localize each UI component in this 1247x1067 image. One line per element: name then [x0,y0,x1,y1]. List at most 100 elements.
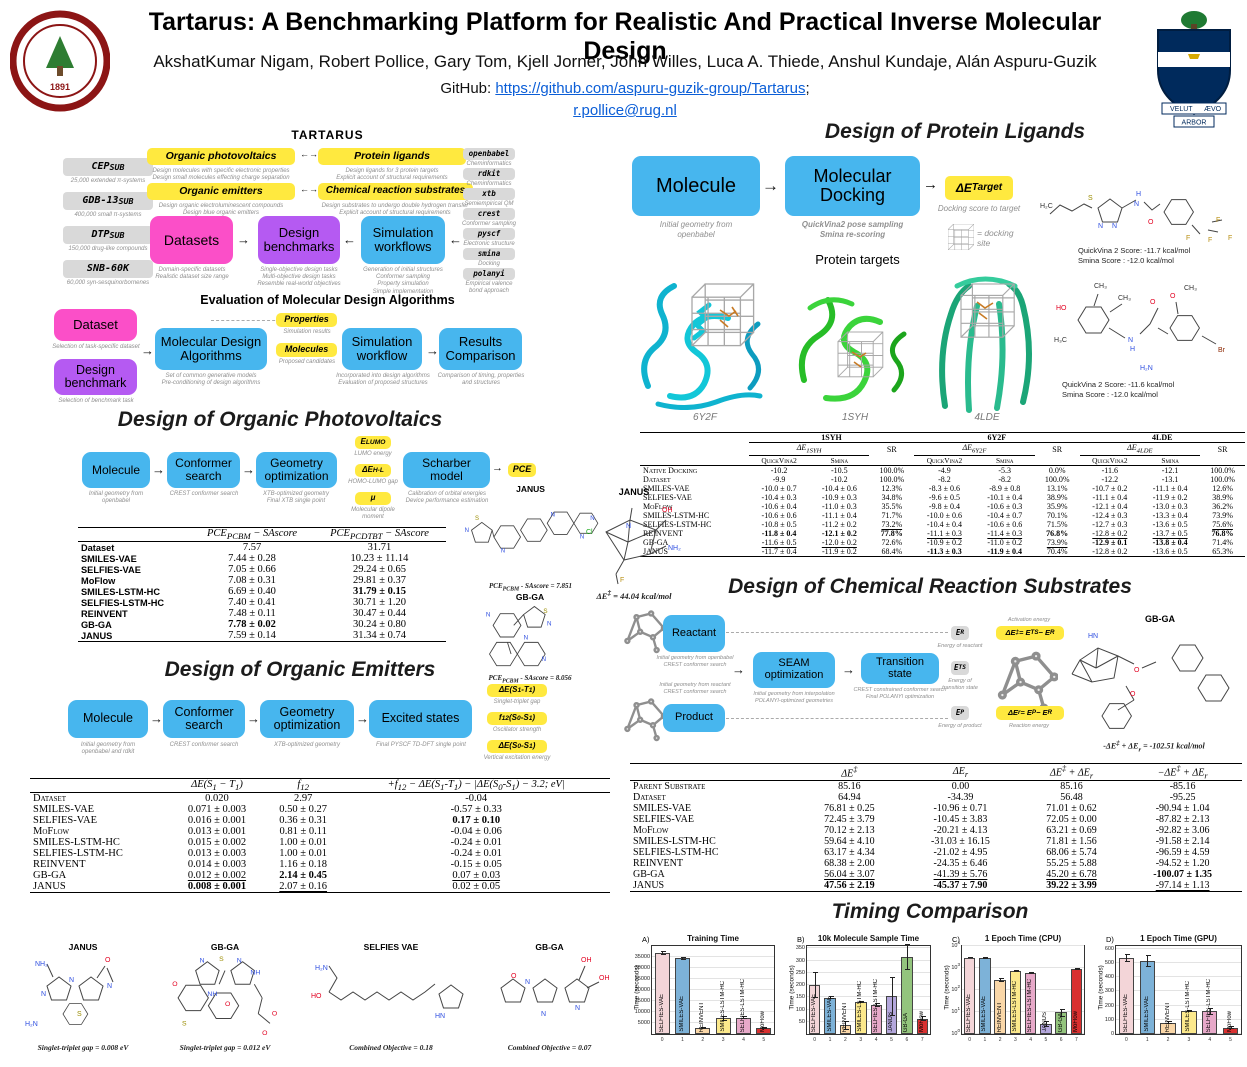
bar-group: GB-GA 6 [899,943,914,1043]
table-cell: -12.1 [1161,465,1179,475]
gridline [962,967,1084,968]
arrow-icon: → [426,343,439,358]
tool-caption: Cheminformatics [466,181,512,187]
dipole-caption: Molecular dipole moment [351,507,395,521]
benchmark-caption: Design ligands for 3 protein targets Expl… [336,168,448,182]
table-cell: 0.013 ± 0.003 [187,848,247,860]
svg-text:S: S [1088,195,1093,202]
table-cell: -10.45 ± 3.83 [933,814,988,826]
y-tick-label: 101 [951,1006,960,1015]
table-cell: 31.79 ± 0.15 [352,586,406,598]
svg-text:N: N [465,528,469,534]
svg-text:NH₂: NH₂ [668,545,681,552]
protein-6y2f-image [641,282,763,410]
table-cell: -9.6 ± 0.5 [928,492,960,502]
svg-text:O: O [1150,299,1156,306]
table-cell: -10.9 ± 0.3 [821,492,857,502]
svg-text:O: O [1170,293,1176,300]
design-benchmarks-caption: Single-objective design tasks Multi-objec… [257,267,341,288]
table-row: GB-GA 7.78 ± 0.02 30.24 ± 0.80 [78,619,446,630]
table-cell: 85.16 [1060,781,1083,793]
gridline [652,1000,774,1001]
protein-ligands-flow: Molecule Initial geometry from openbabel … [625,148,1045,268]
x-tick-label: 2 [1166,1037,1170,1043]
table-cell: -11.1 ± 0.4 [1092,492,1128,502]
github-link[interactable]: https://github.com/aspuru-guzik-group/Ta… [495,80,806,97]
results-table: 1SYH 6Y2F 4LDE ΔE1SYH SR ΔE6Y2F SR ΔE4LDE SR Quic… [640,432,1245,557]
pce-table: PCEPCBM − SAscore PCEPCDTBT − SAscore Data… [78,527,446,643]
table-cell: 0.0% [1048,465,1066,475]
bar-label: MoFlow [1072,1010,1079,1032]
error-bar [721,1015,727,1021]
table-cell: 7.40 ± 0.41 [228,597,276,609]
arrow-icon: → [150,711,163,726]
x-tick-label: 0 [660,1037,664,1043]
email-link[interactable]: r.pollice@rug.nl [573,102,677,119]
github-suffix: ; [805,80,810,97]
svg-text:OH: OH [599,975,610,982]
table-cell: 63.17 ± 4.34 [824,847,875,859]
table-cell: -13.8 ± 0.4 [1152,537,1188,547]
bar-label: SELFIES-VAE [1122,993,1129,1032]
reaction-flow: Reactant Initial geometry from openbabel… [620,600,1247,762]
benchmark-caption: Design substrates to undergo double hydr… [321,203,469,217]
table-cell: 31.34 ± 0.74 [352,630,406,642]
arrow-icon: → [141,343,154,358]
gridline [962,989,1084,990]
y-tick-label: 100 [951,1028,960,1037]
dataset-box-cep: CEP SUB [63,158,153,176]
protein-label-6y2f: 6Y2F [693,412,717,423]
table-cell: -4.9 [938,465,951,475]
molecule-structure: HO CH₃ CH₃ H₃C NH O O CH₃ Br H₂N [1054,283,1226,372]
gridline [807,996,930,998]
table-cell: -34.39 [947,792,974,804]
panel-letter: A) [642,935,650,944]
table-row: Dataset 0.020 2.97 -0.04 [30,793,610,804]
svg-text:O: O [105,957,111,964]
x-tick-label: 5 [762,1037,766,1043]
protein-label-1syh: 1SYH [841,412,869,423]
benchmark-caption: Design molecules with specific electroni… [152,168,290,182]
svg-text:ÆVO: ÆVO [1204,106,1222,113]
bar-label: SELFIES-LSTM-HC [872,978,879,1032]
bar-label: SMILES-LSTM-HC [1185,981,1192,1032]
section-heading-photovoltaics: Design of Organic Photovoltaics [117,408,443,431]
svg-text:N: N [1112,223,1117,230]
table-row: JANUS 47.56 ± 2.19 -45.37 ± 7.90 39.22 ± 3.… [630,880,1242,892]
x-tick-label: 7 [1074,1037,1078,1043]
table-cell: 68.06 ± 5.74 [1046,847,1097,859]
table-cell: -13.1 [1161,474,1179,484]
error-bar [741,1015,747,1020]
error-bar [998,978,1004,983]
plot-area: 5000 10000 15000 20000 25000 30000 35000 SELFIE… [635,945,775,1043]
svg-text:CH₃: CH₃ [1184,285,1197,292]
error-bar [813,972,819,999]
row-label: JANUS [33,881,66,893]
y-tick-label: 25000 [634,976,650,982]
row-label: JANUS [81,630,113,641]
table-cell: -12.8 ± 0.2 [1092,546,1128,556]
molecule-caption: Singlet-triplet gap = 0.012 eV [179,1043,271,1052]
svg-text:1891: 1891 [50,82,70,92]
table-cell: 47.56 ± 2.19 [824,880,875,892]
table-cell: -92.82 ± 3.06 [1155,825,1210,837]
row-label: SELFIES-VAE [643,492,692,502]
product-box: Product [663,704,725,732]
table-row: GB-GA 0.012 ± 0.002 2.14 ± 0.45 0.07 ± 0.03 [30,870,610,881]
bar-group: SELFIES-VAE 0 [1116,946,1137,1043]
table-cell: 2.14 ± 0.45 [279,870,328,882]
table-row: SELFIES-VAE 72.45 ± 3.79 -10.45 ± 3.83 72.0… [630,814,1242,825]
svg-text:N: N [107,983,112,990]
excited-states-box: Excited states [369,700,472,738]
bar-group: SMILES-LSTM-HC 3 [853,946,868,1043]
protein-1syh-image [798,297,907,402]
table-cell: 0.02 ± 0.05 [452,881,501,893]
plot-area: 0 100 200 300 400 500 600 SELFIES-VAE 0 SMILES-VA… [1105,945,1242,1043]
svg-text:F: F [1186,235,1190,242]
table-cell: -11.2 ± 0.2 [821,519,857,529]
table-cell: 34.8% [881,492,903,502]
row-label: SMILES-LSTM-HC [81,586,160,597]
